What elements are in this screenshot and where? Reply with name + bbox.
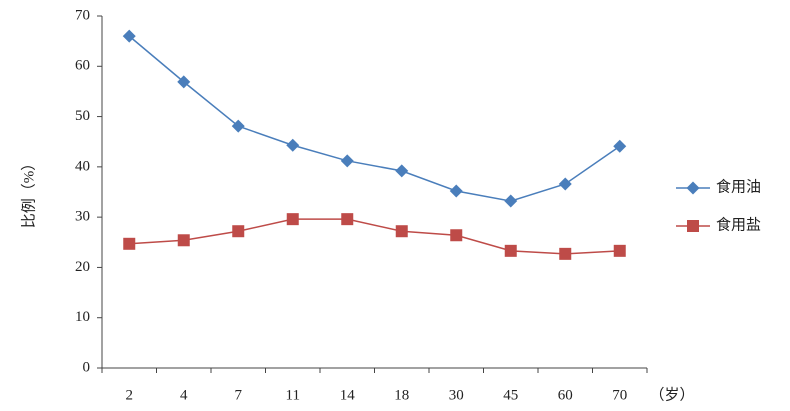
data-point — [341, 213, 354, 226]
data-point — [231, 119, 245, 133]
legend-marker — [686, 181, 700, 195]
x-tick-label: 4 — [180, 387, 188, 403]
data-point — [286, 138, 300, 152]
data-point — [504, 244, 517, 257]
y-tick-label: 10 — [75, 309, 90, 325]
legend-label: 食用盐 — [716, 216, 761, 233]
x-tick-label: 7 — [235, 387, 243, 403]
data-point — [122, 29, 136, 43]
x-tick-label: 2 — [126, 387, 134, 403]
data-point — [123, 237, 136, 250]
y-tick-label: 20 — [75, 259, 90, 275]
y-tick-label: 40 — [75, 158, 90, 174]
data-point — [449, 184, 463, 198]
y-tick-label: 70 — [75, 7, 90, 23]
x-tick-label: 11 — [286, 387, 300, 403]
y-tick-label: 60 — [75, 58, 90, 74]
x-tick-label: 45 — [503, 387, 518, 403]
data-point — [340, 154, 354, 168]
data-point — [232, 225, 245, 238]
legend-marker — [687, 220, 699, 232]
x-tick-label: 14 — [340, 387, 356, 403]
data-point — [286, 213, 299, 226]
data-point — [613, 139, 627, 153]
x-tick-label: 60 — [558, 387, 573, 403]
y-tick-label: 0 — [83, 359, 91, 375]
x-tick-label: 30 — [449, 387, 464, 403]
data-point — [558, 177, 572, 191]
data-point — [395, 225, 408, 238]
data-point — [395, 164, 409, 178]
data-point — [177, 75, 191, 89]
series-line — [129, 218, 620, 255]
legend-label: 食用油 — [716, 178, 761, 195]
series-line — [128, 35, 621, 202]
data-point — [177, 234, 190, 247]
y-tick-label: 50 — [75, 108, 90, 124]
data-point — [613, 244, 626, 257]
data-point — [559, 247, 572, 260]
data-point — [450, 229, 463, 242]
y-axis-label: 比例（%） — [20, 156, 37, 229]
y-tick-label: 30 — [75, 209, 90, 225]
x-tick-label: 70 — [612, 387, 627, 403]
data-point — [504, 194, 518, 208]
x-axis-label: （岁） — [649, 386, 694, 403]
x-tick-label: 18 — [394, 387, 409, 403]
